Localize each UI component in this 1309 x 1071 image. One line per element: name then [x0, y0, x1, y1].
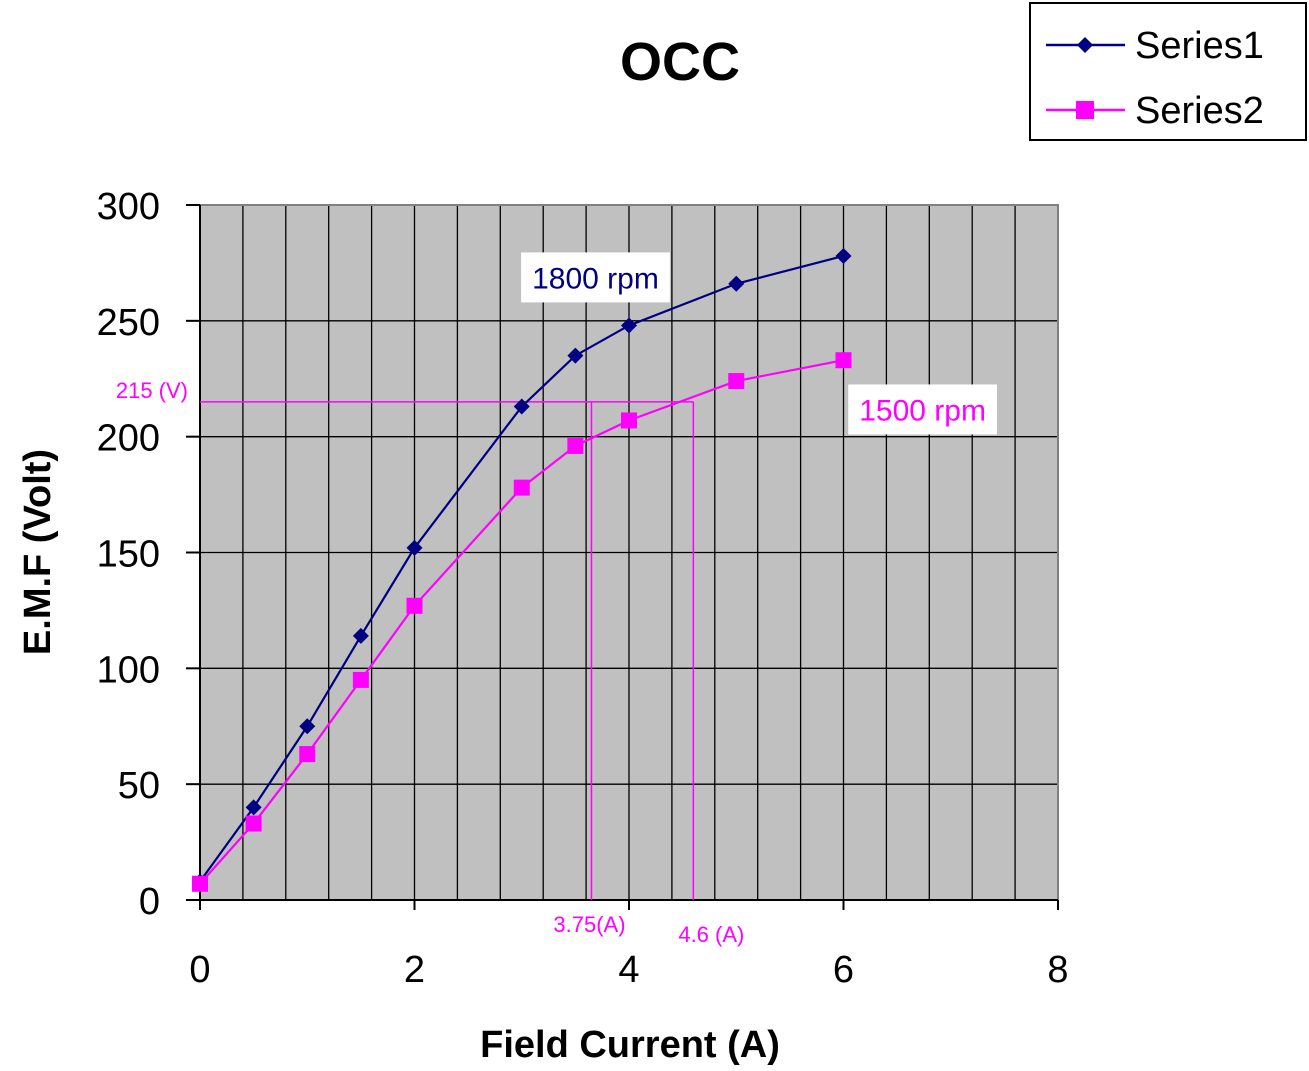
data-point-series2 — [835, 352, 852, 369]
legend-label-series1: Series1 — [1135, 25, 1264, 67]
legend-marker-series2 — [1076, 101, 1094, 119]
callout-background — [848, 384, 997, 435]
data-point-series2 — [192, 875, 208, 892]
data-point-series1 — [406, 539, 423, 556]
reference-label-current: 4.6 (A) — [678, 922, 744, 947]
x-axis-label: Field Current (A) — [480, 1024, 780, 1066]
data-point-series1 — [728, 275, 745, 292]
legend-marker-series1 — [1077, 37, 1093, 53]
reference-label-current: 3.75(A) — [553, 912, 625, 937]
x-tick-labels: 0 2 4 6 8 — [189, 949, 1068, 991]
data-point-series1 — [567, 347, 584, 364]
data-point-series1 — [245, 799, 262, 816]
series-layer — [192, 247, 852, 892]
data-point-series2 — [728, 373, 745, 390]
data-point-series1 — [621, 317, 637, 334]
callout-label: 1500 rpm — [848, 384, 997, 435]
y-axis-label: E.M.F (Volt) — [17, 449, 59, 655]
data-point-series2 — [245, 815, 262, 832]
callouts: 1800 rpm 1500 rpm — [521, 252, 997, 435]
data-point-series1 — [299, 718, 316, 735]
x-tick-label: 4 — [618, 949, 639, 991]
legend: Series1 Series2 — [1029, 2, 1307, 141]
chart-title: OCC — [620, 32, 740, 92]
data-point-series1 — [513, 398, 530, 415]
y-tick-label: 250 — [97, 302, 160, 344]
callout-text: 1800 rpm — [532, 262, 659, 295]
reference-label-voltage: 215 (V) — [116, 378, 188, 403]
series-line-1 — [199, 254, 844, 883]
callout-background — [521, 252, 670, 303]
y-tick-labels: 0 50 100 150 200 250 300 — [97, 186, 160, 923]
legend-label-series2: Series2 — [1135, 90, 1264, 132]
y-tick-label: 0 — [139, 881, 160, 923]
data-point-series2 — [513, 479, 530, 496]
data-point-series2 — [621, 412, 637, 429]
data-point-series1 — [352, 627, 369, 644]
plot-area — [199, 204, 1059, 901]
callout-label: 1800 rpm — [521, 252, 670, 303]
x-tick-label: 2 — [404, 949, 425, 991]
data-point-series2 — [406, 597, 423, 614]
x-tick-label: 6 — [833, 949, 854, 991]
y-tick-label: 150 — [97, 534, 160, 576]
data-point-series2 — [352, 671, 369, 688]
y-tick-label: 100 — [97, 649, 160, 691]
data-point-series2 — [299, 746, 316, 763]
grid — [200, 204, 1058, 900]
y-tick-label: 200 — [97, 418, 160, 460]
y-tick-label: 300 — [97, 186, 160, 228]
data-point-series2 — [567, 437, 584, 454]
series-line-2 — [199, 359, 844, 885]
callout-text: 1500 rpm — [859, 394, 986, 427]
data-point-series1 — [835, 247, 852, 264]
y-tick-label: 50 — [118, 765, 160, 807]
x-tick-label: 0 — [189, 949, 210, 991]
axes — [186, 204, 1059, 910]
reference-lines: 215 (V) 3.75(A) 4.6 (A) — [116, 378, 745, 947]
x-tick-label: 8 — [1047, 949, 1068, 991]
